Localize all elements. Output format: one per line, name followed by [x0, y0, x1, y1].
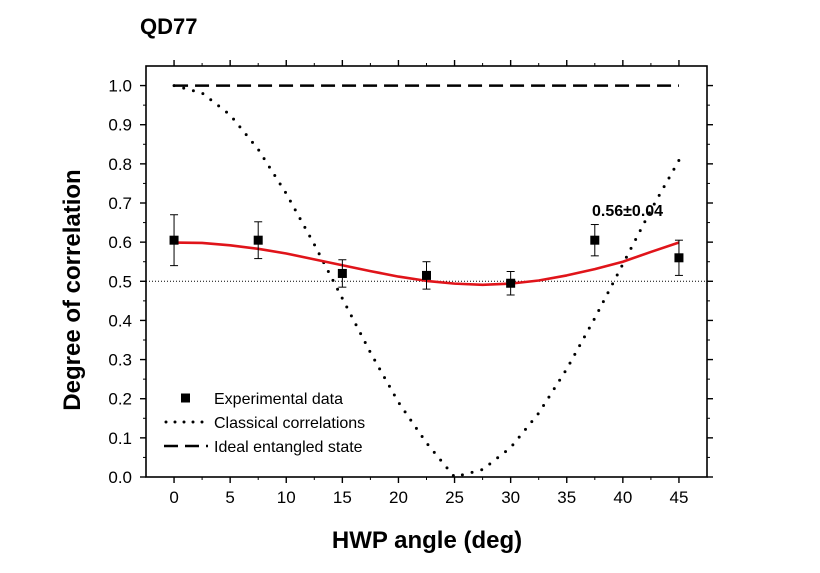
data-marker	[422, 270, 431, 280]
data-marker	[590, 235, 600, 245]
legend-label: Classical correlations	[214, 415, 365, 432]
data-point	[253, 221, 263, 260]
legend-item: Experimental data	[181, 391, 343, 408]
fit-annotation: 0.56±0.04	[592, 203, 663, 220]
x-tick-label: 0	[169, 488, 178, 507]
y-tick-label: 0.4	[108, 311, 132, 330]
data-marker	[337, 268, 347, 278]
classical-correlations-line	[172, 84, 681, 479]
data-marker	[506, 278, 516, 288]
y-tick-label: 0.7	[108, 194, 132, 213]
y-tick-label: 1.0	[108, 77, 132, 96]
data-point	[590, 224, 600, 257]
data-point	[169, 214, 179, 267]
x-tick-label: 20	[389, 488, 408, 507]
y-tick-label: 0.1	[108, 429, 132, 448]
x-tick-label: 25	[445, 488, 464, 507]
y-tick-label: 0.6	[108, 233, 132, 252]
x-tick-label: 5	[225, 488, 234, 507]
y-tick-label: 0.0	[108, 468, 132, 487]
x-tick-label: 15	[333, 488, 352, 507]
data-point	[422, 261, 431, 290]
data-marker	[253, 235, 263, 245]
x-tick-label: 40	[613, 488, 632, 507]
legend-item: Ideal entangled state	[164, 439, 363, 456]
y-tick-label: 0.3	[108, 351, 132, 370]
chart-title: QD77	[140, 14, 198, 39]
x-axis-title: HWP angle (deg)	[332, 527, 522, 554]
legend-label: Experimental data	[214, 391, 343, 408]
y-tick-label: 0.2	[108, 390, 132, 409]
y-tick-label: 0.8	[108, 155, 132, 174]
y-tick-label: 0.9	[108, 116, 132, 135]
x-tick-label: 10	[277, 488, 296, 507]
legend-label: Ideal entangled state	[214, 439, 363, 456]
data-point	[337, 259, 347, 288]
y-axis-title: Degree of correlation	[59, 169, 86, 410]
y-tick-label: 0.5	[108, 272, 132, 291]
legend-marker-square	[181, 393, 190, 403]
data-point	[674, 239, 684, 276]
data-marker	[674, 253, 684, 263]
x-tick-label: 30	[501, 488, 520, 507]
data-marker	[169, 235, 179, 245]
x-tick-label: 35	[557, 488, 576, 507]
x-tick-label: 45	[669, 488, 688, 507]
data-point	[506, 271, 516, 296]
legend-item: Classical correlations	[164, 415, 365, 432]
